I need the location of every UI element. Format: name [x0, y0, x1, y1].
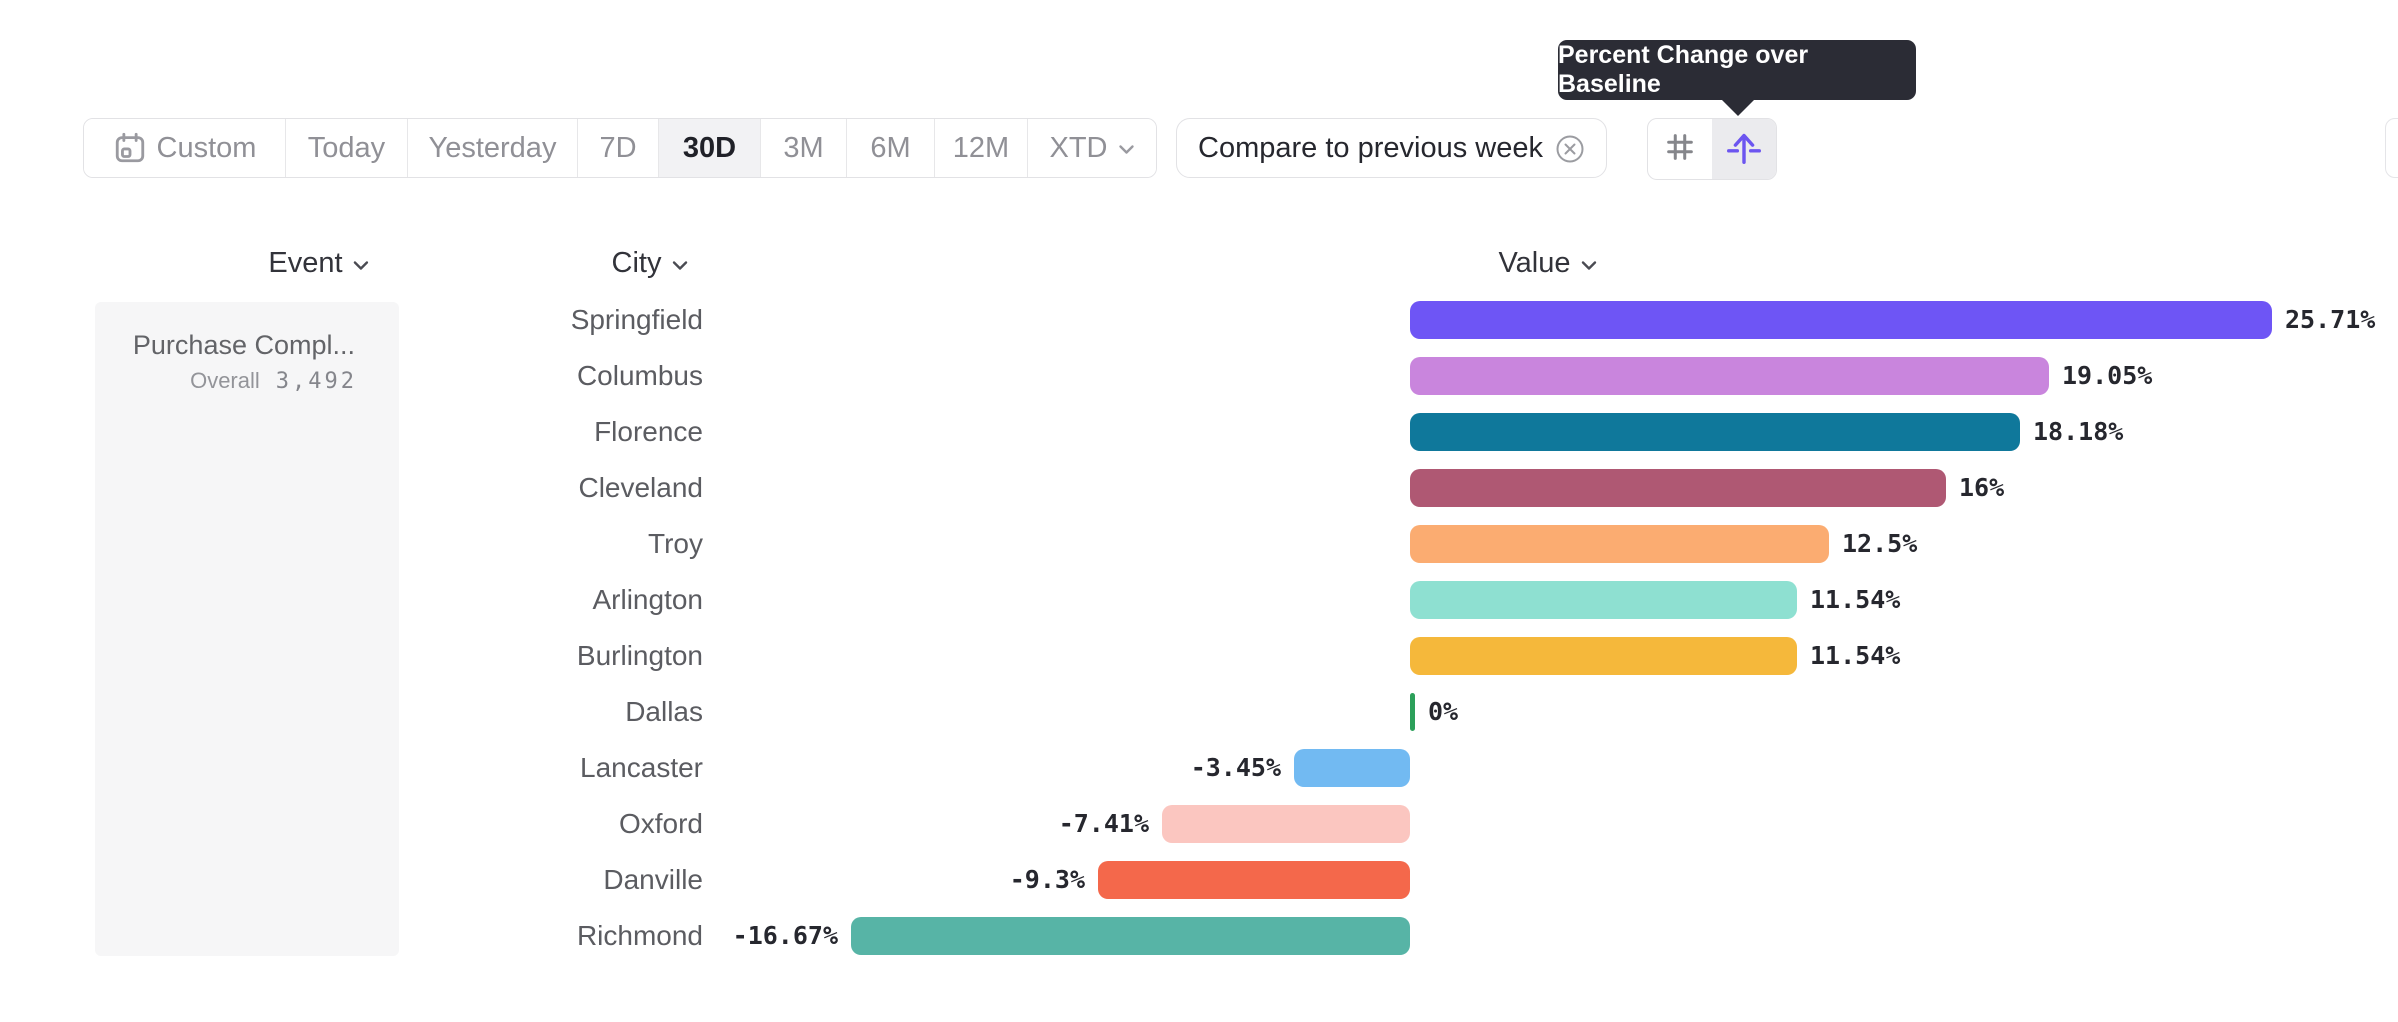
city-label-dallas: Dallas — [625, 696, 703, 727]
date-range-xtd[interactable]: XTD — [1027, 119, 1156, 177]
city-label-richmond: Richmond — [576, 920, 703, 951]
city-label-arlington: Arlington — [592, 584, 703, 615]
bar-arlington[interactable] — [1410, 581, 1797, 619]
bar-value-burlington: 11.54% — [1810, 641, 1901, 670]
date-range-30d[interactable]: 30D — [658, 119, 760, 177]
bar-value-columbus: 19.05% — [2062, 361, 2153, 390]
city-label-danville: Danville — [603, 864, 703, 895]
bar-value-lancaster: -3.45% — [1190, 753, 1281, 782]
calendar-icon — [113, 131, 147, 165]
city-label-burlington: Burlington — [576, 640, 703, 671]
date-range-label: Custom — [156, 131, 257, 164]
city-label-oxford: Oxford — [618, 808, 703, 839]
date-range-picker: Custom Today Yesterday 7D 30D 3M 6M 12M XTD — [83, 118, 1157, 178]
date-range-label: Yesterday — [428, 131, 557, 164]
bar-florence[interactable] — [1410, 413, 2020, 451]
bar-oxford[interactable] — [1162, 805, 1410, 843]
bar-value-arlington: 11.54% — [1810, 585, 1901, 614]
date-range-label: Today — [307, 131, 386, 164]
date-range-6m[interactable]: 6M — [846, 119, 934, 177]
bar-value-cleveland: 16% — [1959, 473, 2005, 502]
overall-value: 3,492 — [275, 369, 357, 394]
bar-troy[interactable] — [1410, 525, 1829, 563]
column-header-event[interactable]: Event — [268, 247, 369, 279]
values-view-button[interactable] — [1648, 119, 1712, 179]
bar-value-oxford: -7.41% — [1058, 809, 1149, 838]
bar-springfield[interactable] — [1410, 301, 2272, 339]
column-header-value[interactable]: Value — [1498, 247, 1597, 279]
bar-value-dallas: 0% — [1428, 697, 1459, 726]
hash-icon — [1663, 130, 1697, 169]
bar-lancaster[interactable] — [1294, 749, 1410, 787]
chart-view-toggle — [1647, 118, 1777, 180]
date-range-label: 6M — [870, 131, 911, 164]
bar-cleveland[interactable] — [1410, 469, 1946, 507]
column-header-event-label: Event — [268, 246, 343, 279]
overall-label: Overall — [190, 368, 260, 393]
date-range-yesterday[interactable]: Yesterday — [407, 119, 577, 177]
bar-value-danville: -9.3% — [1009, 865, 1085, 894]
bar-burlington[interactable] — [1410, 637, 1797, 675]
chevron-down-icon — [353, 260, 370, 271]
percent-baseline-view-button[interactable] — [1712, 119, 1776, 179]
date-range-label: XTD — [1049, 131, 1108, 164]
bar-danville[interactable] — [1098, 861, 1410, 899]
event-panel[interactable]: Purchase Compl... Overall 3,492 — [95, 302, 399, 956]
bar-value-florence: 18.18% — [2033, 417, 2124, 446]
tooltip-percent-change-over-baseline: Percent Change over Baseline — [1558, 40, 1916, 100]
city-label-springfield: Springfield — [570, 304, 703, 335]
date-range-3m[interactable]: 3M — [760, 119, 846, 177]
column-header-city[interactable]: City — [612, 247, 689, 279]
compare-chip[interactable]: Compare to previous week — [1176, 118, 1607, 178]
date-range-label: 12M — [952, 131, 1010, 164]
city-label-cleveland: Cleveland — [578, 472, 703, 503]
date-range-label: 3M — [783, 131, 824, 164]
bar-richmond[interactable] — [851, 917, 1410, 955]
chevron-down-icon — [1118, 144, 1135, 155]
bar-value-springfield: 25.71% — [2285, 305, 2376, 334]
chevron-down-icon — [671, 260, 688, 271]
date-range-7d[interactable]: 7D — [577, 119, 658, 177]
city-label-troy: Troy — [648, 528, 703, 559]
date-range-custom[interactable]: Custom — [84, 119, 285, 177]
date-range-12m[interactable]: 12M — [934, 119, 1027, 177]
bar-value-troy: 12.5% — [1842, 529, 1918, 558]
date-range-label: 7D — [599, 131, 637, 164]
compare-chip-label: Compare to previous week — [1198, 131, 1543, 164]
bar-value-richmond: -16.67% — [732, 921, 838, 950]
bar-columbus[interactable] — [1410, 357, 2049, 395]
date-range-label: 30D — [682, 131, 737, 164]
column-header-value-label: Value — [1498, 246, 1571, 279]
clipped-right-button[interactable] — [2385, 118, 2398, 178]
bar-dallas[interactable] — [1410, 693, 1415, 731]
baseline-arrow-icon — [1723, 126, 1765, 173]
city-label-lancaster: Lancaster — [580, 752, 703, 783]
circled-x-icon[interactable] — [1555, 134, 1585, 164]
column-header-city-label: City — [611, 246, 662, 279]
date-range-today[interactable]: Today — [285, 119, 407, 177]
city-label-columbus: Columbus — [576, 360, 703, 391]
tooltip-caret — [1722, 100, 1754, 116]
city-label-florence: Florence — [594, 416, 703, 447]
chevron-down-icon — [1581, 260, 1598, 271]
event-name: Purchase Compl... — [132, 330, 355, 360]
